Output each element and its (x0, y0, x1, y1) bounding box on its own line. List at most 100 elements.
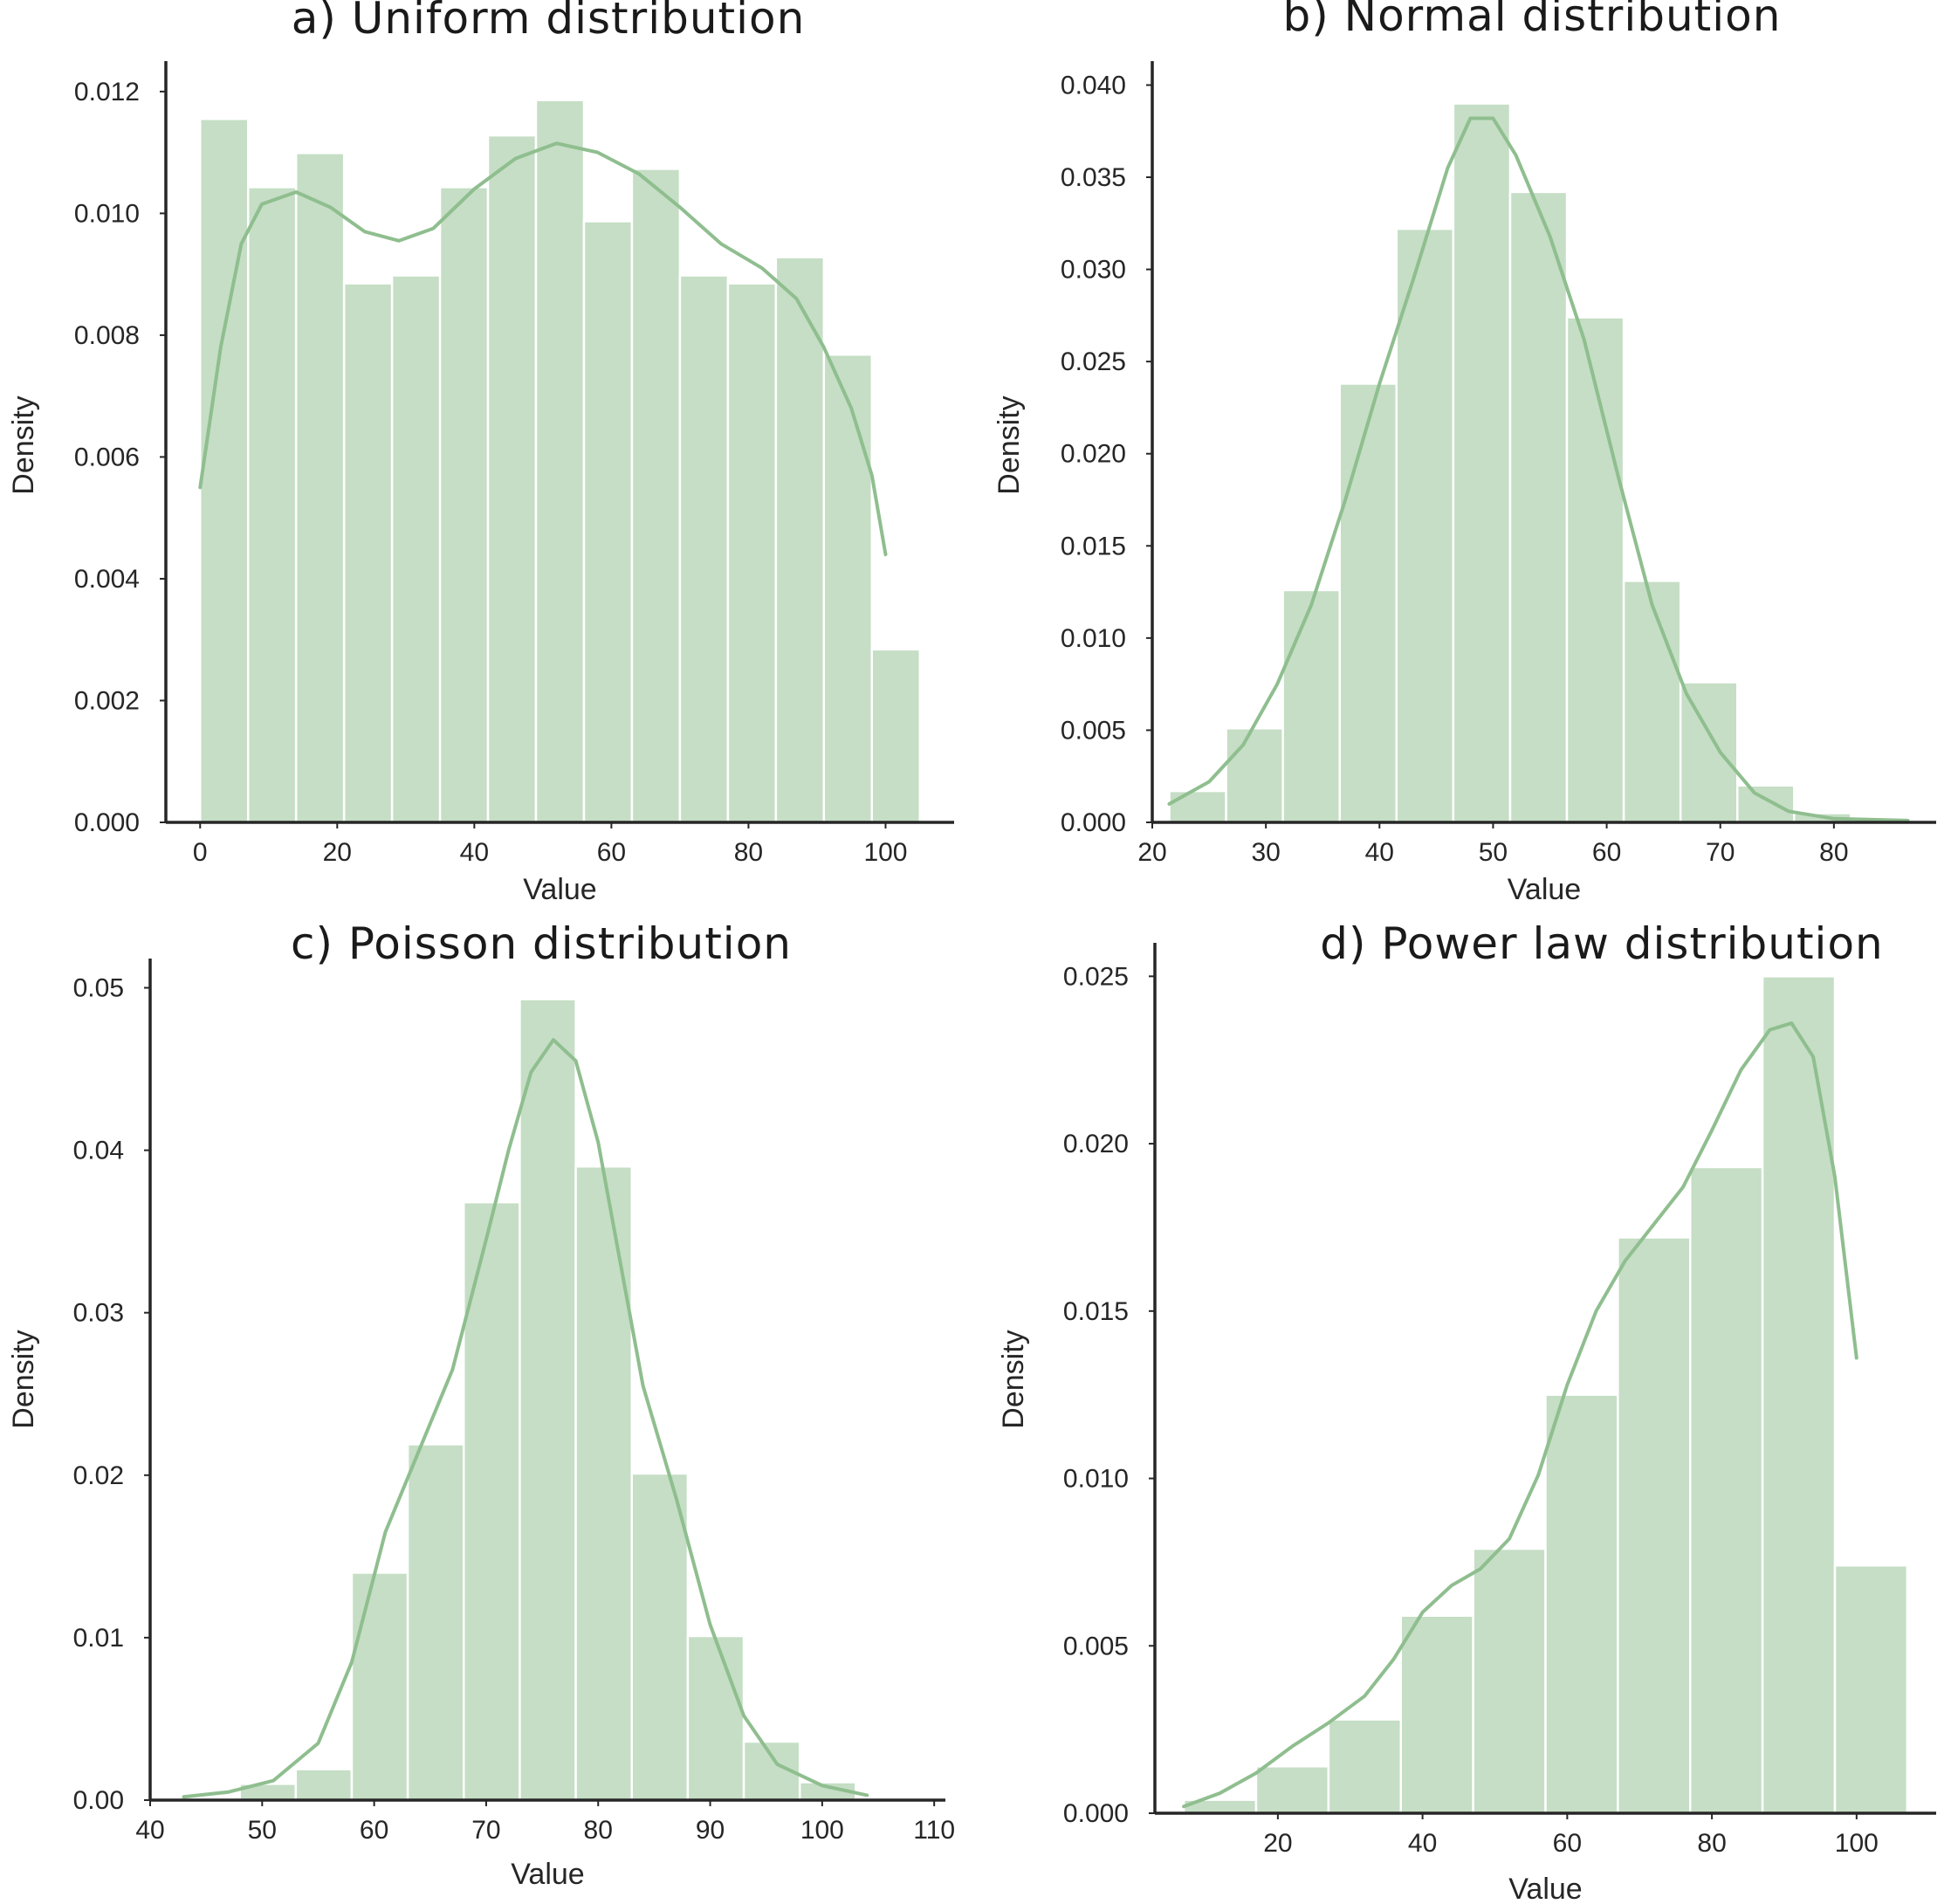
histogram-bar (1761, 975, 1837, 1815)
histogram-bar (1508, 190, 1569, 824)
x-tick-label: 40 (135, 1816, 164, 1845)
histogram-bar (582, 220, 634, 824)
y-axis-label: Density (7, 395, 40, 494)
x-tick-label: 80 (1697, 1829, 1726, 1858)
histogram-bar (630, 1472, 690, 1802)
y-tick-label: 0.006 (74, 443, 140, 471)
y-tick-label: 0.05 (73, 973, 124, 1002)
x-tick-label: 60 (597, 838, 626, 867)
y-tick-label: 0.025 (1063, 962, 1129, 991)
x-tick-label: 30 (1251, 838, 1280, 867)
x-tick-label: 40 (1408, 1829, 1437, 1858)
kde-line (1182, 1021, 1858, 1809)
x-tick-label: 20 (1263, 1829, 1292, 1858)
histogram-bar (199, 118, 250, 824)
y-tick-label: 0.008 (74, 321, 140, 350)
y-axis-label: Density (7, 1330, 40, 1428)
chart-panel-1: 20 30 40 50 60 70 80 0.000 0.005 0.010 0.015 0.020 0… (993, 0, 1936, 906)
histogram-bar (1622, 580, 1682, 824)
histogram-bar (1254, 1765, 1330, 1815)
histogram-bar (350, 1571, 409, 1802)
x-axis-label: Value (1508, 873, 1581, 906)
histogram-bar (294, 152, 346, 824)
histogram-bar (1225, 727, 1284, 824)
x-tick-label: 100 (863, 838, 907, 867)
y-tick-label: 0.015 (1063, 1297, 1129, 1326)
histogram-bar (486, 134, 538, 824)
histogram-bar (438, 186, 490, 824)
histogram-bar (1565, 316, 1625, 824)
y-tick-label: 0.020 (1063, 1130, 1129, 1158)
y-tick-label: 0.040 (1061, 71, 1126, 100)
y-axis-label: Density (997, 1330, 1030, 1428)
x-tick-label: 0 (193, 838, 208, 867)
histogram-bar (534, 99, 586, 824)
chart-title: a) Uniform distribution (292, 0, 806, 44)
x-tick-label: 80 (584, 1816, 613, 1845)
histogram-bar (1452, 102, 1512, 824)
x-tick-label: 110 (913, 1816, 955, 1845)
y-tick-label: 0.01 (73, 1624, 124, 1653)
histogram-bar (246, 186, 298, 824)
y-tick-label: 0.04 (73, 1137, 124, 1165)
y-tick-label: 0.004 (74, 565, 140, 594)
y-tick-label: 0.010 (74, 199, 140, 228)
histogram-bar (630, 168, 682, 824)
x-tick-label: 80 (734, 838, 763, 867)
histogram-bar (463, 1200, 521, 1802)
x-tick-label: 60 (1553, 1829, 1582, 1858)
chart-panel-2: 40 50 60 70 80 90 100 110 0.00 0.01 0.02 0.03 0.04 0.… (7, 918, 955, 1891)
histogram-bar (678, 274, 730, 824)
histogram-bar (1833, 1564, 1909, 1815)
y-tick-label: 0.002 (74, 686, 140, 715)
histogram-bar (406, 1443, 465, 1802)
histogram-bar (294, 1768, 354, 1802)
y-tick-label: 0.015 (1061, 532, 1126, 560)
y-tick-label: 0.005 (1061, 716, 1126, 745)
histogram-bar (1544, 1393, 1619, 1815)
histogram-bar (1399, 1614, 1474, 1815)
y-tick-label: 0.000 (1061, 808, 1126, 837)
histogram-bar (1472, 1547, 1547, 1815)
histogram-bar (870, 648, 921, 824)
x-tick-label: 50 (248, 1816, 277, 1845)
x-tick-label: 70 (471, 1816, 500, 1845)
y-axis-label: Density (993, 395, 1026, 494)
x-tick-label: 60 (1592, 838, 1621, 867)
histogram-bar (1327, 1718, 1403, 1815)
x-axis-label: Value (1508, 1873, 1582, 1904)
x-tick-label: 40 (1365, 838, 1394, 867)
x-tick-label: 80 (1819, 838, 1848, 867)
histogram-bar (686, 1634, 745, 1802)
x-tick-label: 50 (1479, 838, 1508, 867)
y-tick-label: 0.010 (1061, 624, 1126, 653)
histogram-bar (1617, 1236, 1692, 1815)
kde-line (1167, 116, 1910, 822)
chart-panel-3: 20 40 60 80 100 0.000 0.005 0.010 0.015 0.020 0.02… (997, 918, 1936, 1904)
histogram-bar (1688, 1165, 1764, 1815)
y-tick-label: 0.000 (1063, 1799, 1129, 1828)
chart-panel-0: 0 20 40 60 80 100 0.000 0.002 0.004 0.006 0.008 0.0… (7, 0, 954, 906)
y-tick-label: 0.020 (1061, 440, 1126, 469)
y-tick-label: 0.02 (73, 1461, 124, 1490)
x-tick-label: 20 (1137, 838, 1166, 867)
x-tick-label: 70 (1706, 838, 1735, 867)
chart-title: d) Power law distribution (1320, 918, 1883, 969)
histogram-bar (726, 282, 778, 824)
chart-title: b) Normal distribution (1283, 0, 1782, 41)
chart-title: c) Poisson distribution (291, 918, 792, 969)
y-tick-label: 0.030 (1061, 256, 1126, 285)
histogram-bar (774, 256, 826, 824)
y-tick-label: 0.03 (73, 1299, 124, 1328)
histogram-bar (1735, 784, 1796, 824)
x-axis-label: Value (523, 873, 596, 906)
histogram-bar (519, 998, 577, 1802)
histogram-bar (1338, 382, 1398, 824)
x-tick-label: 40 (460, 838, 489, 867)
y-tick-label: 0.005 (1063, 1632, 1129, 1660)
kde-line (182, 1038, 869, 1799)
y-tick-label: 0.000 (74, 808, 140, 837)
kde-line (198, 141, 888, 557)
x-tick-label: 90 (696, 1816, 725, 1845)
